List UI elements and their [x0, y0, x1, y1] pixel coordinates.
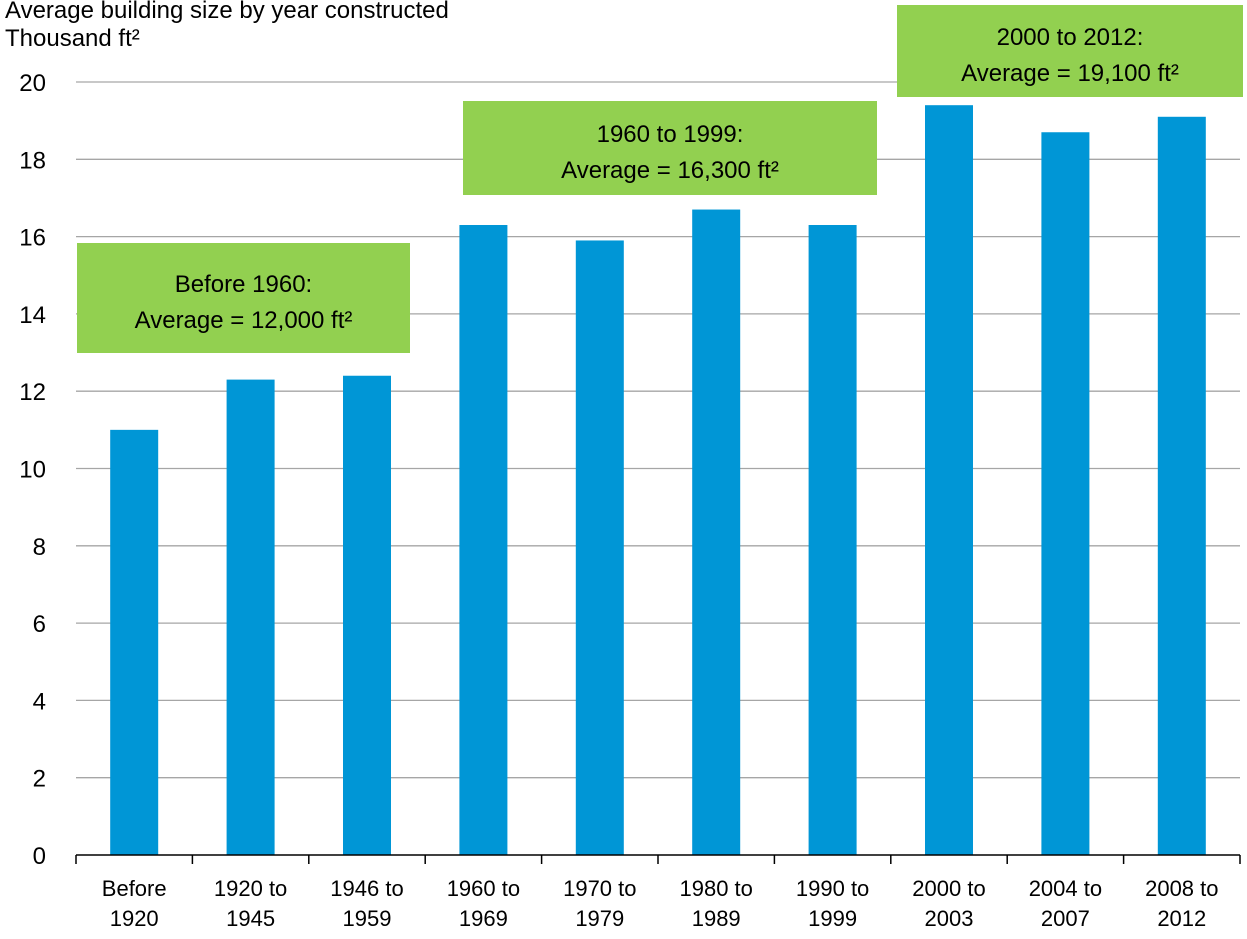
x-tick-label: 1959 [343, 906, 392, 931]
y-tick-label: 20 [19, 70, 46, 97]
x-tick-label: 2004 to [1029, 876, 1102, 901]
annotation-text: Before 1960: [175, 271, 312, 298]
chart-title: Average building size by year constructe… [5, 0, 449, 24]
x-tick-label: 1920 to [214, 876, 287, 901]
x-tick-label: 1969 [459, 906, 508, 931]
x-tick-label: 2003 [925, 906, 974, 931]
bar [343, 375, 391, 855]
bar [808, 225, 857, 855]
annotation-text: Average = 16,300 ft² [561, 157, 779, 184]
x-tick-label: 2012 [1157, 906, 1206, 931]
y-tick-label: 16 [19, 225, 46, 252]
x-tick-label: 1920 [110, 906, 159, 931]
y-tick-label: 0 [33, 843, 46, 870]
x-tick-label: 1945 [226, 906, 275, 931]
x-tick-label: 2008 to [1145, 876, 1218, 901]
x-tick-label: 1946 to [330, 876, 403, 901]
annotation-text: Average = 12,000 ft² [135, 307, 353, 334]
x-tick-label: 1979 [575, 906, 624, 931]
annotation-box [897, 5, 1243, 97]
x-tick-label: 1970 to [563, 876, 636, 901]
x-tick-label: 1990 to [796, 876, 869, 901]
y-tick-label: 18 [19, 147, 46, 174]
y-tick-label: 6 [33, 611, 46, 638]
chart-subtitle: Thousand ft² [5, 25, 140, 52]
x-tick-label: Before [102, 876, 167, 901]
annotation-text: 2000 to 2012: [997, 24, 1144, 51]
annotation-text: 1960 to 1999: [597, 121, 744, 148]
x-tick-label: 2007 [1041, 906, 1090, 931]
x-tick-label: 2000 to [912, 876, 985, 901]
bar [575, 240, 624, 856]
bar [1157, 116, 1206, 855]
bar [459, 225, 508, 855]
bar [692, 209, 741, 856]
annotation-box [463, 101, 877, 195]
x-tick-label: 1980 to [679, 876, 752, 901]
y-tick-label: 12 [19, 379, 46, 406]
y-tick-label: 8 [33, 534, 46, 561]
annotation-box [77, 243, 410, 353]
y-tick-label: 14 [19, 302, 46, 329]
bar [226, 379, 275, 855]
x-tick-label: 1960 to [447, 876, 520, 901]
x-tick-label: 1999 [808, 906, 857, 931]
annotation-text: Average = 19,100 ft² [961, 60, 1179, 87]
y-tick-label: 4 [33, 688, 46, 715]
y-tick-label: 2 [33, 766, 46, 793]
y-tick-label: 10 [19, 457, 46, 484]
x-tick-label: 1989 [692, 906, 741, 931]
bar [110, 429, 159, 855]
bar [925, 105, 973, 855]
bar [1041, 132, 1090, 855]
